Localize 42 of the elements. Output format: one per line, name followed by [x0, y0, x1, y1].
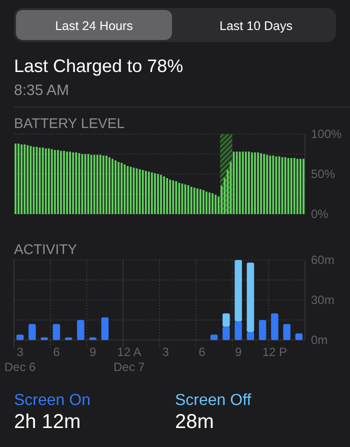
bar — [271, 313, 278, 340]
bar — [28, 324, 36, 340]
bar — [52, 324, 60, 340]
bar — [246, 332, 254, 340]
x-tick-label: 6 — [198, 345, 206, 359]
bar — [16, 334, 24, 340]
chart-title: BATTERY LEVEL — [14, 115, 125, 131]
bar — [283, 324, 290, 340]
bar — [210, 334, 218, 340]
bar — [40, 337, 48, 340]
bar — [234, 321, 242, 340]
bar — [246, 262, 254, 332]
y-tick-label: 30m — [311, 293, 334, 308]
text: 8:35 AM — [14, 82, 70, 99]
y-tick-label: 100% — [311, 127, 342, 142]
bar — [295, 333, 303, 340]
bar — [258, 320, 266, 340]
bar — [234, 260, 242, 322]
bar — [101, 317, 109, 340]
x-tick-label: 9 — [234, 345, 242, 359]
y-tick-label: 60m — [311, 253, 334, 268]
text: 28m — [175, 411, 214, 433]
text: Last 10 Days — [220, 19, 292, 33]
text: 2h 12m — [14, 411, 81, 433]
x-tick-label: 12 P — [262, 345, 288, 359]
y-tick-label: 0% — [311, 207, 329, 222]
bar — [89, 337, 96, 340]
text: Screen Off — [175, 392, 252, 409]
text: Last 24 Hours — [55, 19, 133, 33]
x-tick-label: 12 A Dec 7 — [114, 345, 146, 374]
x-tick-label: 9 — [89, 345, 96, 359]
text: Screen On — [14, 392, 90, 409]
text: Last Charged to 78% — [14, 56, 184, 76]
y-tick-label: 50% — [311, 167, 336, 182]
x-tick-label: 3 — [162, 345, 170, 359]
y-tick-label: 0m — [311, 333, 328, 348]
x-tick-label: 6 — [53, 345, 60, 359]
x-tick-label: 3 Dec 6 — [4, 345, 36, 374]
chart-title: ACTIVITY — [14, 241, 78, 257]
bar — [222, 326, 230, 340]
bar — [77, 320, 84, 340]
bar — [222, 313, 230, 327]
